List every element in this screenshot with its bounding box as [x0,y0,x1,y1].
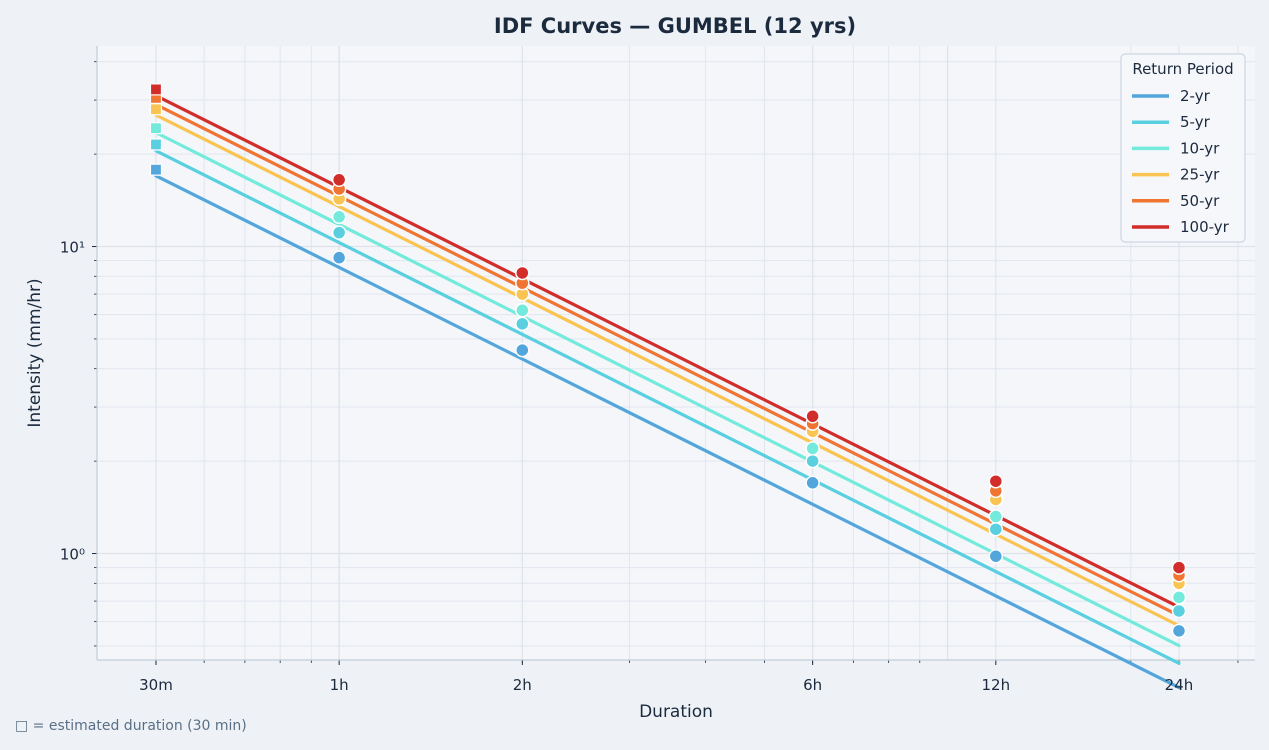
series-line-50-yr [154,102,1181,618]
footnote: □ = estimated duration (30 min) [15,718,247,734]
data-point-marker [515,342,530,358]
legend-label: 5-yr [1180,113,1211,131]
estimated-point-marker [149,138,163,151]
y-tick-labels: 10⁰ 10¹ [60,239,85,564]
series-line-100-yr [154,94,1181,609]
x-tick-label: 6h [803,676,822,694]
x-tick-label: 24h [1165,676,1194,694]
estimated-point-marker [149,83,163,96]
data-point-marker [515,303,530,318]
data-point-marker [515,316,530,332]
data-point-marker [805,409,820,424]
data-point-marker [988,548,1004,564]
axes [92,46,1255,665]
estimated-point-marker [149,122,163,135]
data-point-marker [988,473,1004,489]
y-tick-label: 10¹ [60,239,85,257]
legend-label: 50-yr [1180,192,1220,210]
x-tick-label: 12h [982,676,1011,694]
data-point-marker [805,475,820,491]
data-point-marker [331,172,347,188]
y-axis-label: Intensity (mm/hr) [25,278,45,427]
x-tick-label: 30m [139,676,173,694]
y-tick-label: 10⁰ [60,546,85,564]
data-point-marker [805,441,820,456]
x-tick-label: 2h [513,676,532,694]
data-point-marker [1171,560,1187,575]
legend-box [1120,53,1246,243]
data-point-marker [331,209,347,225]
series-line-5-yr [154,149,1181,665]
data-point-marker [331,250,347,265]
data-point-marker [805,453,820,469]
x-tick-labels: 30m 1h 2h 6h 12h 24h [139,676,1193,694]
data-point-marker [988,509,1004,524]
legend: Return Period 2-yr 5-yr 10-yr 25-yr 50-yr 100… [1120,53,1246,243]
legend-label: 10-yr [1180,139,1220,157]
data-point-marker [515,265,530,281]
data-point-marker [331,225,347,240]
series-line-10-yr [154,131,1181,648]
legend-items: 2-yr 5-yr 10-yr 25-yr 50-yr 100-yr [1132,87,1230,236]
x-axis-label: Duration [639,702,713,722]
series-markers [149,83,1187,639]
data-point-marker [988,521,1004,537]
legend-label: 100-yr [1180,218,1230,236]
x-tick-label: 1h [330,676,349,694]
series-line-25-yr [154,113,1181,628]
legend-label: 25-yr [1180,166,1220,184]
major-gridlines [97,46,1255,660]
data-point-marker [1171,623,1187,639]
legend-label: 2-yr [1180,87,1211,105]
legend-title: Return Period [1132,60,1233,78]
estimated-point-marker [149,163,163,176]
estimated-point-marker [149,103,163,116]
data-point-marker [1171,590,1187,605]
data-point-marker [1171,603,1187,619]
series-line-2-yr [154,174,1181,690]
chart-title: IDF Curves — GUMBEL (12 yrs) [494,14,856,38]
series-lines [154,94,1181,690]
